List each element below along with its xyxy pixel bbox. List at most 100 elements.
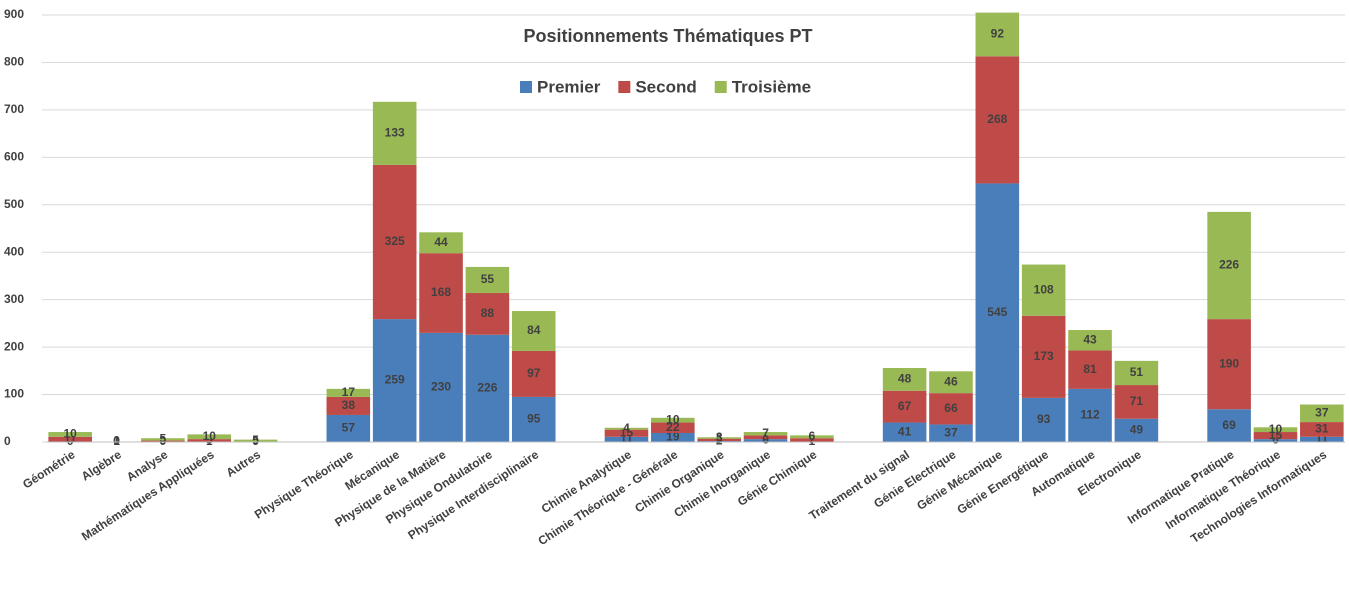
bar-segment: [233, 439, 278, 442]
data-label: 37: [1315, 405, 1329, 419]
bar-segment: [743, 435, 788, 440]
bar-segment: [882, 367, 927, 391]
data-label: 7: [809, 432, 816, 446]
data-label: 92: [991, 27, 1005, 41]
data-label: 19: [666, 430, 680, 444]
data-label: 133: [385, 126, 405, 140]
bar-segment: [465, 266, 510, 294]
bar-segment: [929, 424, 973, 442]
data-label: 190: [1219, 356, 1239, 370]
data-label: 55: [481, 272, 495, 286]
data-label: 230: [431, 380, 451, 394]
data-label: 4: [623, 421, 630, 435]
data-label: 6: [762, 433, 769, 447]
bar-segment: [48, 432, 92, 437]
legend-swatch: [520, 81, 532, 93]
bar-segment: [604, 436, 649, 442]
bar-segment: [1253, 439, 1298, 442]
bar-segment: [1253, 427, 1298, 433]
data-label: 5: [252, 433, 259, 447]
bar-segment: [141, 438, 185, 441]
x-tick-label: Algèbre: [79, 447, 124, 483]
bar-segment: [1207, 319, 1251, 410]
y-tick-label: 500: [4, 197, 24, 211]
bar-segment: [465, 293, 510, 335]
data-label: 8: [762, 429, 769, 443]
bar-segment: [604, 427, 649, 430]
data-label: 48: [898, 372, 912, 386]
legend-swatch: [618, 81, 631, 93]
bar-segment: [975, 183, 1020, 442]
y-tick-label: 300: [4, 292, 24, 306]
data-label: 93: [1037, 412, 1051, 426]
data-label: 43: [1083, 332, 1097, 346]
bar-segment: [326, 388, 371, 397]
bar-segment: [511, 396, 556, 442]
data-label: 5: [206, 433, 213, 447]
bar-segment: [929, 371, 973, 394]
bar-segment: [141, 440, 185, 442]
data-label: 49: [1130, 423, 1144, 437]
data-label: 37: [944, 425, 958, 439]
x-tick-label: Autres: [223, 447, 263, 480]
data-label: 84: [527, 323, 541, 337]
bar-segment: [1253, 432, 1298, 440]
data-label: 10: [203, 429, 217, 443]
data-label: 168: [431, 285, 451, 299]
data-label: 226: [1219, 258, 1239, 272]
data-label: 1: [113, 434, 120, 448]
data-label: 71: [1130, 394, 1144, 408]
y-tick-label: 200: [4, 339, 24, 353]
bar-segment: [1068, 388, 1112, 442]
bar-segment: [882, 390, 927, 423]
x-tick-label: Génie Chimique: [735, 447, 820, 509]
bar-segment: [1021, 264, 1066, 316]
data-label: 95: [527, 412, 541, 426]
bar-segment: [1300, 422, 1344, 437]
data-label: 6: [809, 429, 816, 443]
data-label: 38: [342, 398, 356, 412]
bar-segment: [743, 432, 788, 436]
data-label: 108: [1034, 282, 1054, 296]
bar-segment: [743, 439, 788, 442]
bar-segment: [1021, 397, 1066, 442]
data-label: 44: [434, 235, 448, 249]
data-label: 0: [113, 434, 120, 448]
legend-swatch: [714, 81, 727, 93]
bar-segment: [326, 396, 371, 415]
data-label: 66: [944, 401, 958, 415]
bar-segment: [1114, 385, 1159, 419]
bar-segment: [1207, 211, 1251, 320]
bar-segment: [511, 350, 556, 397]
bar-segment: [697, 438, 741, 442]
data-label: 112: [1080, 408, 1100, 422]
data-label: 41: [898, 424, 912, 438]
chart-title: Positionnements Thématiques PT: [523, 26, 812, 46]
bar-segment: [651, 432, 695, 442]
data-label: 5: [716, 432, 723, 446]
bar-segment: [651, 422, 695, 433]
bar-segment: [697, 437, 741, 439]
bar-segment: [1300, 436, 1344, 442]
data-label: 173: [1034, 349, 1054, 363]
bar-segment: [790, 438, 834, 442]
y-tick-label: 900: [4, 7, 24, 21]
data-label: 88: [481, 306, 495, 320]
y-tick-label: 600: [4, 150, 24, 164]
bar-segment: [882, 422, 927, 442]
data-label: 226: [477, 381, 497, 395]
bar-segment: [1068, 330, 1112, 351]
bar-segment: [1021, 315, 1066, 398]
y-tick-label: 100: [4, 387, 24, 401]
data-label: 325: [385, 234, 405, 248]
x-tick-label: Physique Théorique: [252, 447, 356, 521]
bar-segment: [187, 434, 232, 440]
bar-segment: [465, 334, 510, 442]
bar-segment: [651, 417, 695, 423]
data-label: 31: [1315, 422, 1329, 436]
data-label: 46: [944, 374, 958, 388]
data-label: 268: [987, 112, 1007, 126]
data-label: 97: [527, 366, 541, 380]
bar-segment: [326, 414, 371, 442]
data-label: 545: [987, 305, 1007, 319]
